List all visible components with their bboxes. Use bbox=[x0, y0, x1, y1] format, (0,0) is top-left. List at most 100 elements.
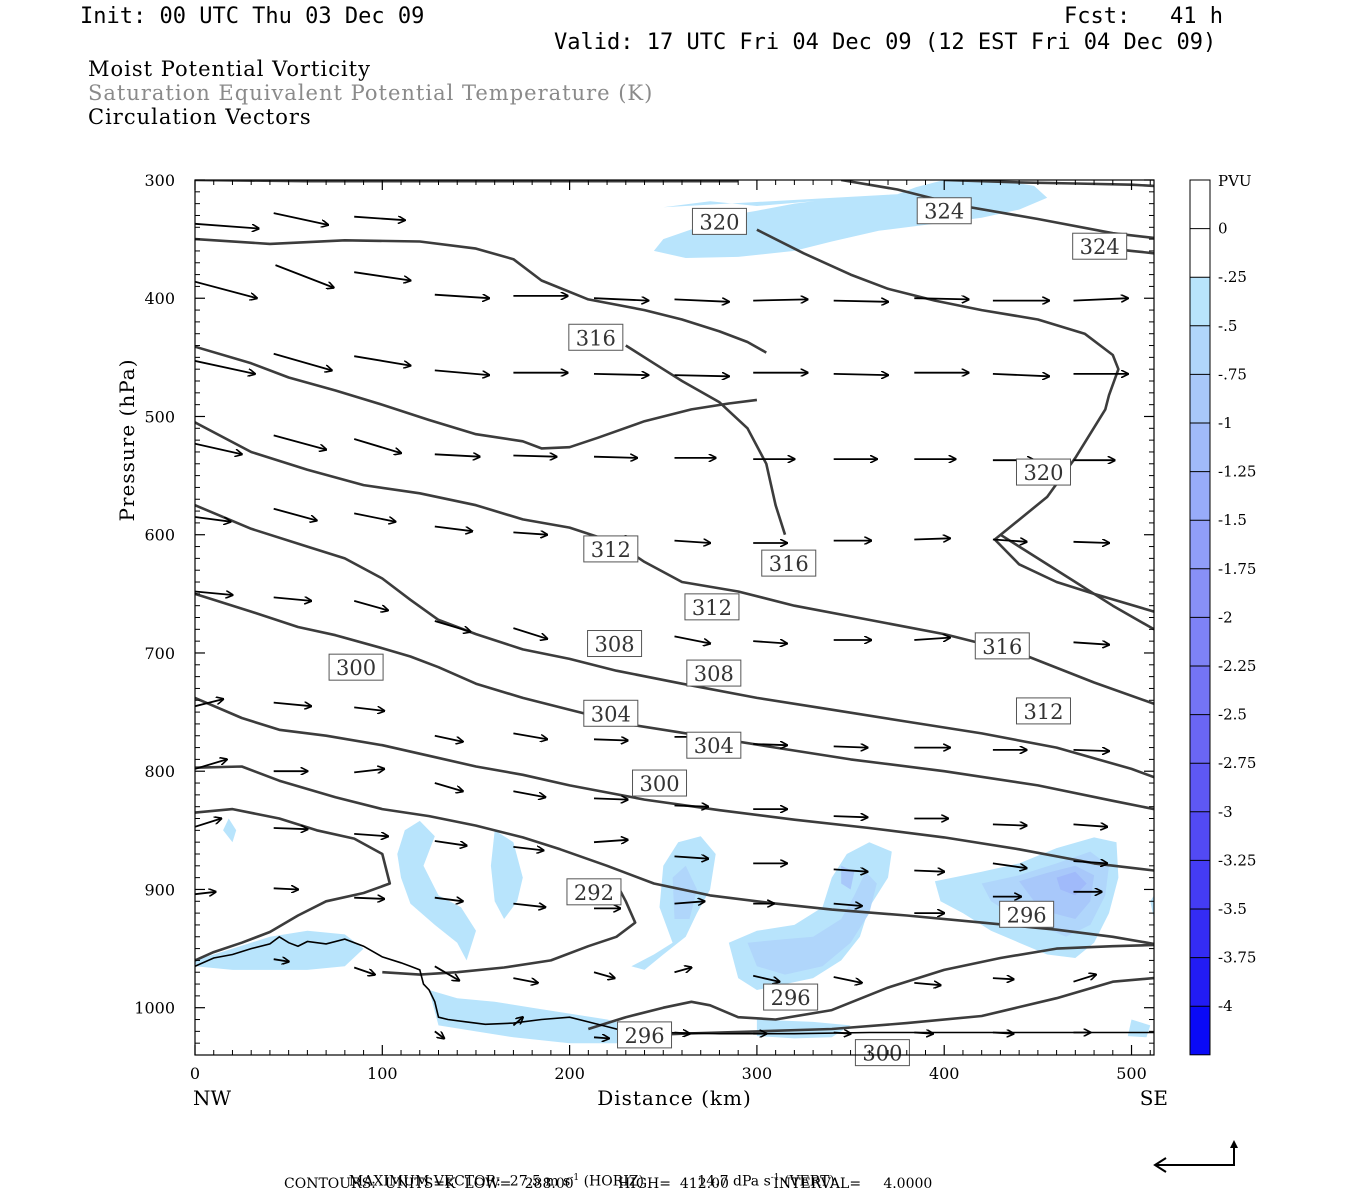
vector-68 bbox=[593, 739, 628, 740]
colorbar-box-8 bbox=[1190, 568, 1210, 618]
vector-53 bbox=[353, 600, 388, 611]
contour-label-1: 324 bbox=[924, 200, 964, 224]
vector-17 bbox=[354, 355, 410, 365]
contour-label-13: 312 bbox=[1023, 700, 1063, 724]
horiz-tag: (HORIZ) bbox=[579, 1173, 644, 1190]
contour-label-box-13 bbox=[1015, 697, 1071, 725]
vector-87 bbox=[195, 819, 221, 828]
colorbar-label-12: -3 bbox=[1218, 803, 1233, 821]
vector-11 bbox=[833, 301, 888, 302]
x-tick-label-500: 500 bbox=[1116, 1064, 1147, 1083]
colorbar-label-16: -4 bbox=[1218, 997, 1233, 1015]
contour-label-box-19 bbox=[617, 1021, 673, 1049]
contour-label-box-14 bbox=[686, 731, 742, 759]
vector-15 bbox=[195, 360, 255, 374]
terrain-line bbox=[195, 935, 1154, 1035]
contour-label-20: 300 bbox=[862, 1042, 902, 1066]
colorbar-label-8: -2 bbox=[1218, 608, 1233, 626]
colorbar-box-9 bbox=[1190, 617, 1210, 666]
vector-8 bbox=[593, 298, 648, 300]
x-tick-label-400: 400 bbox=[929, 1064, 960, 1083]
colorbar-box-4 bbox=[1190, 374, 1210, 423]
contour-label-6: 316 bbox=[769, 552, 809, 576]
contour-label-5: 312 bbox=[591, 538, 631, 562]
contour-label-box-0 bbox=[691, 207, 747, 235]
contour-label-box-4 bbox=[1015, 458, 1071, 486]
vector-42 bbox=[434, 525, 472, 532]
colorbar-label-0: 0 bbox=[1218, 220, 1228, 238]
vector-16 bbox=[273, 352, 332, 371]
colorbar-label-2: -.5 bbox=[1218, 317, 1237, 335]
contour-label-11: 308 bbox=[694, 662, 734, 686]
vector-112 bbox=[353, 966, 375, 975]
colorbar-box-12 bbox=[1190, 763, 1210, 812]
vector-23 bbox=[833, 374, 888, 375]
vector-45 bbox=[674, 541, 711, 543]
terrain-layer bbox=[195, 935, 1154, 1035]
contour-label-box-12 bbox=[583, 699, 639, 727]
contour-label-box-7 bbox=[684, 593, 740, 621]
contour-312-9 bbox=[999, 533, 1154, 631]
vector-10 bbox=[753, 299, 807, 300]
vector-5 bbox=[354, 271, 410, 280]
vector-40 bbox=[273, 507, 317, 521]
vector-117 bbox=[753, 974, 779, 982]
colorbar-label-13: -3.25 bbox=[1218, 851, 1256, 869]
vector-88 bbox=[273, 828, 308, 829]
vector-9 bbox=[674, 299, 729, 301]
vector-43 bbox=[513, 532, 547, 534]
vector-122 bbox=[434, 1030, 444, 1038]
vector-95 bbox=[833, 869, 868, 871]
pv-region-1 bbox=[397, 820, 476, 961]
pv-region-17 bbox=[1056, 871, 1087, 896]
contour-label-box-11 bbox=[686, 659, 742, 687]
vector-75 bbox=[195, 759, 227, 770]
colorbar-box-2 bbox=[1190, 277, 1210, 326]
vector-102 bbox=[434, 898, 463, 902]
vector-66 bbox=[434, 734, 463, 742]
vector-25 bbox=[992, 374, 1049, 376]
vector-90 bbox=[434, 840, 467, 846]
vector-107 bbox=[833, 904, 862, 906]
vector-99 bbox=[195, 892, 216, 894]
vector-39 bbox=[195, 516, 231, 522]
contour-292-15 bbox=[382, 882, 637, 976]
vector-21 bbox=[674, 375, 729, 376]
x-end-label-left: NW bbox=[193, 1086, 232, 1110]
colorbar-box-11 bbox=[1190, 714, 1210, 764]
vector-3 bbox=[195, 280, 257, 299]
vector-14 bbox=[1073, 298, 1128, 300]
colorbar-label-4: -1 bbox=[1218, 414, 1233, 432]
x-tick-label-300: 300 bbox=[742, 1064, 773, 1083]
pv-region-5 bbox=[429, 990, 645, 1044]
vector-65 bbox=[354, 707, 384, 711]
contour-label-box-2 bbox=[1072, 232, 1128, 260]
colorbar-label-1: -.25 bbox=[1218, 268, 1247, 286]
forecast-hour-label: Fcst: 41 h bbox=[1064, 4, 1223, 29]
pv-region-4 bbox=[195, 930, 364, 970]
vector-103 bbox=[513, 904, 545, 908]
vector-80 bbox=[593, 798, 628, 799]
colorbar-label-6: -1.5 bbox=[1218, 511, 1247, 529]
vector-70 bbox=[753, 744, 787, 745]
vector-48 bbox=[914, 538, 950, 539]
vector-89 bbox=[354, 834, 388, 836]
circulation-vectors bbox=[195, 212, 1128, 1038]
vector-127 bbox=[833, 1033, 851, 1034]
vector-97 bbox=[992, 862, 1027, 868]
vector-120 bbox=[992, 978, 1014, 979]
vector-49 bbox=[992, 540, 1027, 542]
vector-63 bbox=[195, 699, 223, 708]
pv-region-12 bbox=[672, 865, 697, 919]
y-tick-label-500: 500 bbox=[144, 407, 175, 426]
contour-label-14: 304 bbox=[694, 734, 734, 758]
contour-308-10 bbox=[195, 504, 1154, 779]
colorbar-box-16 bbox=[1190, 957, 1210, 1007]
vector-20 bbox=[593, 374, 648, 375]
y-tick-label-1000: 1000 bbox=[134, 999, 175, 1018]
valid-time-label: Valid: 17 UTC Fri 04 Dec 09 (12 EST Fri … bbox=[554, 30, 1217, 55]
contour-label-box-17 bbox=[999, 900, 1055, 928]
colorbar-box-0 bbox=[1190, 180, 1210, 229]
colorbar-label-3: -.75 bbox=[1218, 365, 1247, 383]
colorbar-title: PVU bbox=[1218, 172, 1252, 190]
